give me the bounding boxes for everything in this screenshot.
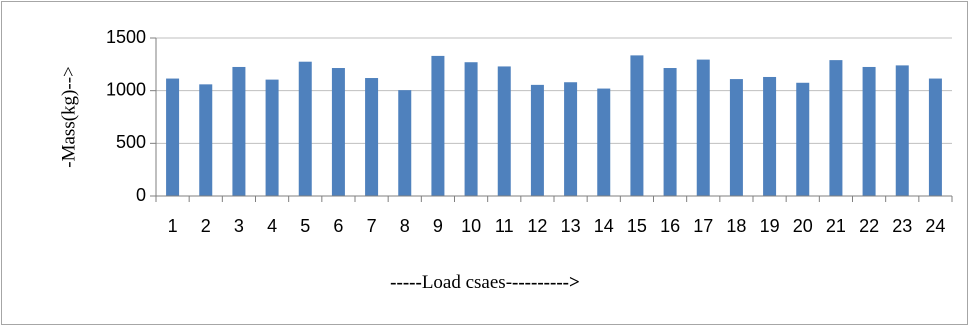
bar-1 [166,78,180,196]
x-tick-label: 13 [561,216,581,236]
x-tick-label: 20 [793,216,813,236]
x-tick-label: 9 [433,216,443,236]
x-tick-label: 4 [267,216,277,236]
bar-23 [895,65,909,197]
bar-3 [232,66,246,196]
bar-6 [331,68,345,196]
bar-5 [298,61,312,197]
x-tick-label: 23 [892,216,912,236]
bar-12 [530,84,544,196]
bar-11 [497,66,511,196]
x-tick-label: 16 [660,216,680,236]
bar-13 [564,82,578,196]
x-tick-label: 7 [367,216,377,236]
bar-14 [597,88,611,196]
x-axis-label-prefix: ----- [390,272,422,293]
bar-10 [464,62,478,196]
y-axis-label: -Mass(kg)--> [58,66,79,167]
x-tick-label: 5 [300,216,310,236]
bar-15 [630,55,644,196]
bar-7 [365,78,379,196]
x-axis-label-text: Load csaes- [422,272,512,293]
y-tick-label: 1000 [106,79,146,99]
y-tick-label: 500 [116,132,146,152]
bar-24 [928,78,942,196]
axes [150,37,953,202]
x-tick-label: 24 [925,216,945,236]
bar-4 [265,79,279,196]
x-tick-label: 11 [495,216,514,236]
x-tick-label: 1 [168,216,178,236]
bar-18 [729,79,743,196]
y-tick-label: 1500 [106,27,146,47]
x-tick-label: 14 [594,216,614,236]
y-tick-label: 0 [136,185,146,205]
bar-21 [829,60,843,197]
x-tick-label: 8 [400,216,410,236]
x-tick-label: 18 [726,216,746,236]
bar-20 [796,82,810,196]
x-tick-label: 6 [333,216,343,236]
x-tick-label: 10 [461,216,481,236]
bar-22 [862,66,876,196]
x-tick-label: 15 [627,216,647,236]
bar-19 [763,76,777,196]
x-tick-label: 17 [693,216,713,236]
bar-8 [398,90,412,196]
bars [166,55,942,197]
bar-9 [431,55,445,197]
x-axis-label-arrow: ---------> [512,272,580,293]
x-tick-label: 19 [760,216,780,236]
x-axis-label: -----Load csaes----------> [390,272,580,293]
bar-2 [199,84,213,196]
x-tick-label: 3 [234,216,244,236]
x-tick-label: 22 [859,216,879,236]
x-tick-label: 12 [527,216,547,236]
bar-17 [696,59,710,196]
x-tick-label: 2 [201,216,211,236]
x-tick-label: 21 [826,216,846,236]
gridlines [156,37,952,144]
bar-16 [663,68,677,196]
